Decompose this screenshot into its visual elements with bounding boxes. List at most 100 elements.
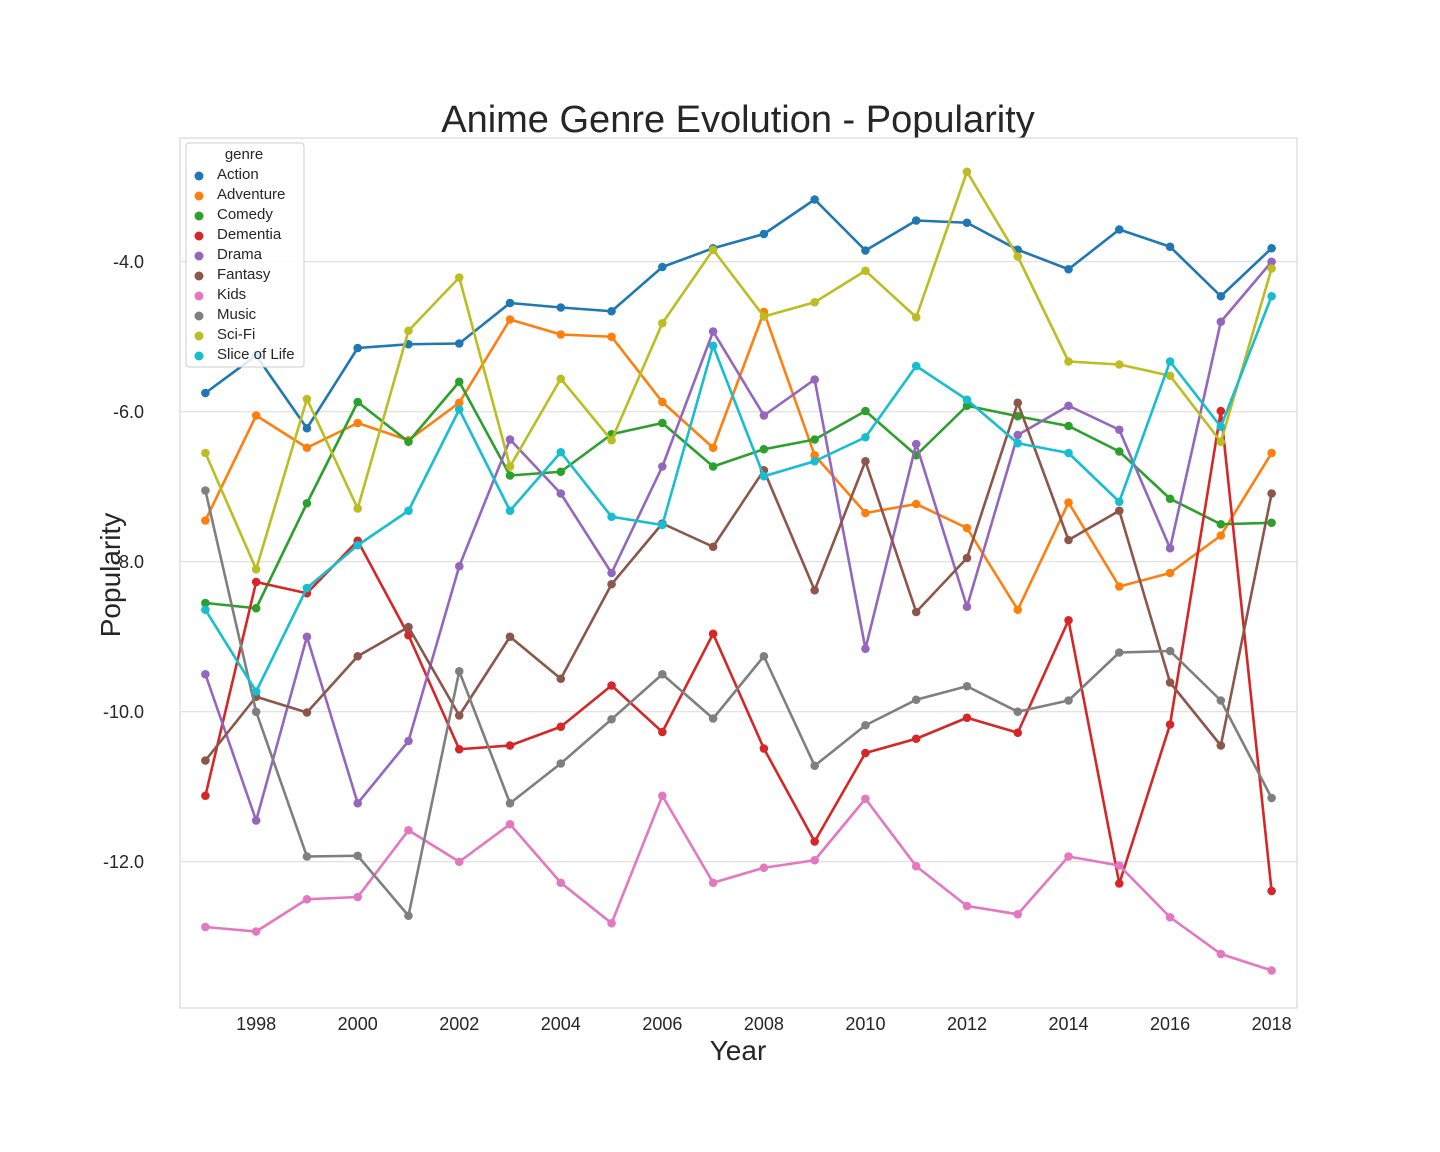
x-tick-label: 2004 — [541, 1014, 581, 1034]
data-point-action — [1064, 264, 1073, 274]
x-tick-label: 1998 — [236, 1014, 276, 1034]
data-point-sci-fi — [861, 266, 870, 276]
data-point-music — [251, 707, 261, 717]
series-drama — [201, 257, 1276, 825]
y-tick-label: -10.0 — [103, 702, 144, 722]
data-point-drama — [201, 669, 210, 679]
data-point-kids — [607, 918, 616, 928]
series-slice-of-life — [201, 291, 1276, 696]
x-axis-ticks: 1998 2000 2002 2004 2006 2008 2010 2012 2014 2016… — [236, 1014, 1292, 1034]
data-point-adventure — [251, 411, 261, 420]
data-point-dementia — [454, 744, 464, 754]
data-point-fantasy — [708, 542, 718, 552]
data-point-comedy — [708, 462, 718, 471]
data-point-dementia — [861, 748, 870, 758]
data-point-sci-fi — [353, 504, 363, 513]
legend-label: Adventure — [217, 186, 285, 203]
data-point-dementia — [1267, 886, 1276, 896]
data-point-comedy — [454, 377, 464, 387]
data-point-action — [658, 262, 667, 272]
data-point-action — [911, 216, 921, 225]
data-point-action — [962, 218, 972, 228]
series-line-slice-of-life — [204, 295, 1273, 693]
data-point-kids — [1064, 852, 1073, 861]
data-point-slice-of-life — [962, 395, 972, 405]
data-point-slice-of-life — [759, 471, 769, 481]
data-point-kids — [1216, 949, 1226, 959]
data-point-adventure — [607, 332, 616, 342]
data-point-slice-of-life — [1165, 357, 1175, 366]
series-sci-fi — [201, 167, 1276, 574]
data-point-music — [1216, 696, 1226, 705]
data-point-adventure — [1267, 448, 1276, 458]
x-tick-label: 2002 — [439, 1014, 479, 1034]
data-point-adventure — [201, 516, 210, 525]
data-point-kids — [1165, 912, 1175, 922]
x-tick-label: 2010 — [845, 1014, 885, 1034]
data-point-kids — [1267, 966, 1276, 975]
data-point-drama — [1114, 425, 1124, 435]
legend-label: Comedy — [217, 206, 273, 223]
data-point-sci-fi — [708, 245, 718, 255]
data-point-drama — [1064, 401, 1073, 411]
data-point-music — [404, 911, 413, 921]
data-point-slice-of-life — [251, 687, 261, 696]
legend-item-comedy: Comedy — [194, 206, 273, 223]
x-tick-label: 2000 — [338, 1014, 378, 1034]
data-point-adventure — [911, 499, 921, 509]
data-point-music — [861, 720, 870, 730]
data-point-comedy — [861, 406, 870, 416]
data-point-slice-of-life — [1013, 438, 1023, 448]
data-point-dementia — [759, 744, 769, 753]
data-point-music — [1267, 793, 1276, 803]
legend-label: Fantasy — [217, 266, 271, 283]
data-point-sci-fi — [404, 326, 413, 336]
data-point-drama — [1267, 257, 1276, 267]
legend-label: Action — [217, 166, 259, 183]
data-point-slice-of-life — [658, 520, 667, 530]
legend-marker — [194, 331, 204, 341]
series-line-sci-fi — [204, 170, 1273, 571]
data-point-kids — [810, 855, 819, 865]
data-point-slice-of-life — [353, 540, 363, 550]
grid-lines — [180, 261, 1297, 863]
data-point-music — [658, 669, 667, 679]
data-point-fantasy — [1114, 506, 1124, 516]
data-point-dementia — [1064, 615, 1073, 625]
data-point-sci-fi — [759, 312, 769, 321]
data-point-drama — [911, 439, 921, 449]
data-point-sci-fi — [1064, 357, 1073, 366]
data-point-kids — [505, 819, 515, 829]
data-point-drama — [810, 375, 819, 384]
data-point-dementia — [251, 577, 261, 587]
data-point-comedy — [810, 435, 819, 444]
x-axis-label: Year — [710, 1035, 767, 1066]
data-point-dementia — [1216, 406, 1226, 416]
data-point-sci-fi — [607, 435, 616, 445]
data-point-kids — [201, 922, 210, 932]
data-point-kids — [454, 857, 464, 867]
legend-title: genre — [225, 146, 263, 163]
data-point-kids — [404, 825, 413, 835]
data-point-drama — [658, 462, 667, 471]
data-point-sci-fi — [1165, 371, 1175, 381]
data-point-action — [1267, 243, 1276, 253]
data-point-action — [607, 306, 616, 316]
data-point-drama — [454, 561, 464, 571]
data-point-comedy — [1114, 447, 1124, 456]
data-point-adventure — [810, 450, 819, 460]
legend-marker — [194, 251, 204, 261]
legend-label: Dementia — [217, 226, 282, 243]
y-tick-label: -6.0 — [113, 402, 144, 422]
data-point-sci-fi — [1013, 252, 1023, 261]
data-point-drama — [759, 411, 769, 420]
y-tick-label: -8.0 — [113, 552, 144, 572]
legend-item-drama: Drama — [194, 246, 263, 263]
data-point-slice-of-life — [1216, 422, 1226, 432]
x-tick-label: 2018 — [1252, 1014, 1292, 1034]
data-point-kids — [353, 892, 363, 902]
data-point-comedy — [962, 401, 972, 411]
legend-label: Drama — [217, 246, 263, 263]
y-tick-label: -12.0 — [103, 852, 144, 872]
legend-label: Kids — [217, 286, 246, 303]
